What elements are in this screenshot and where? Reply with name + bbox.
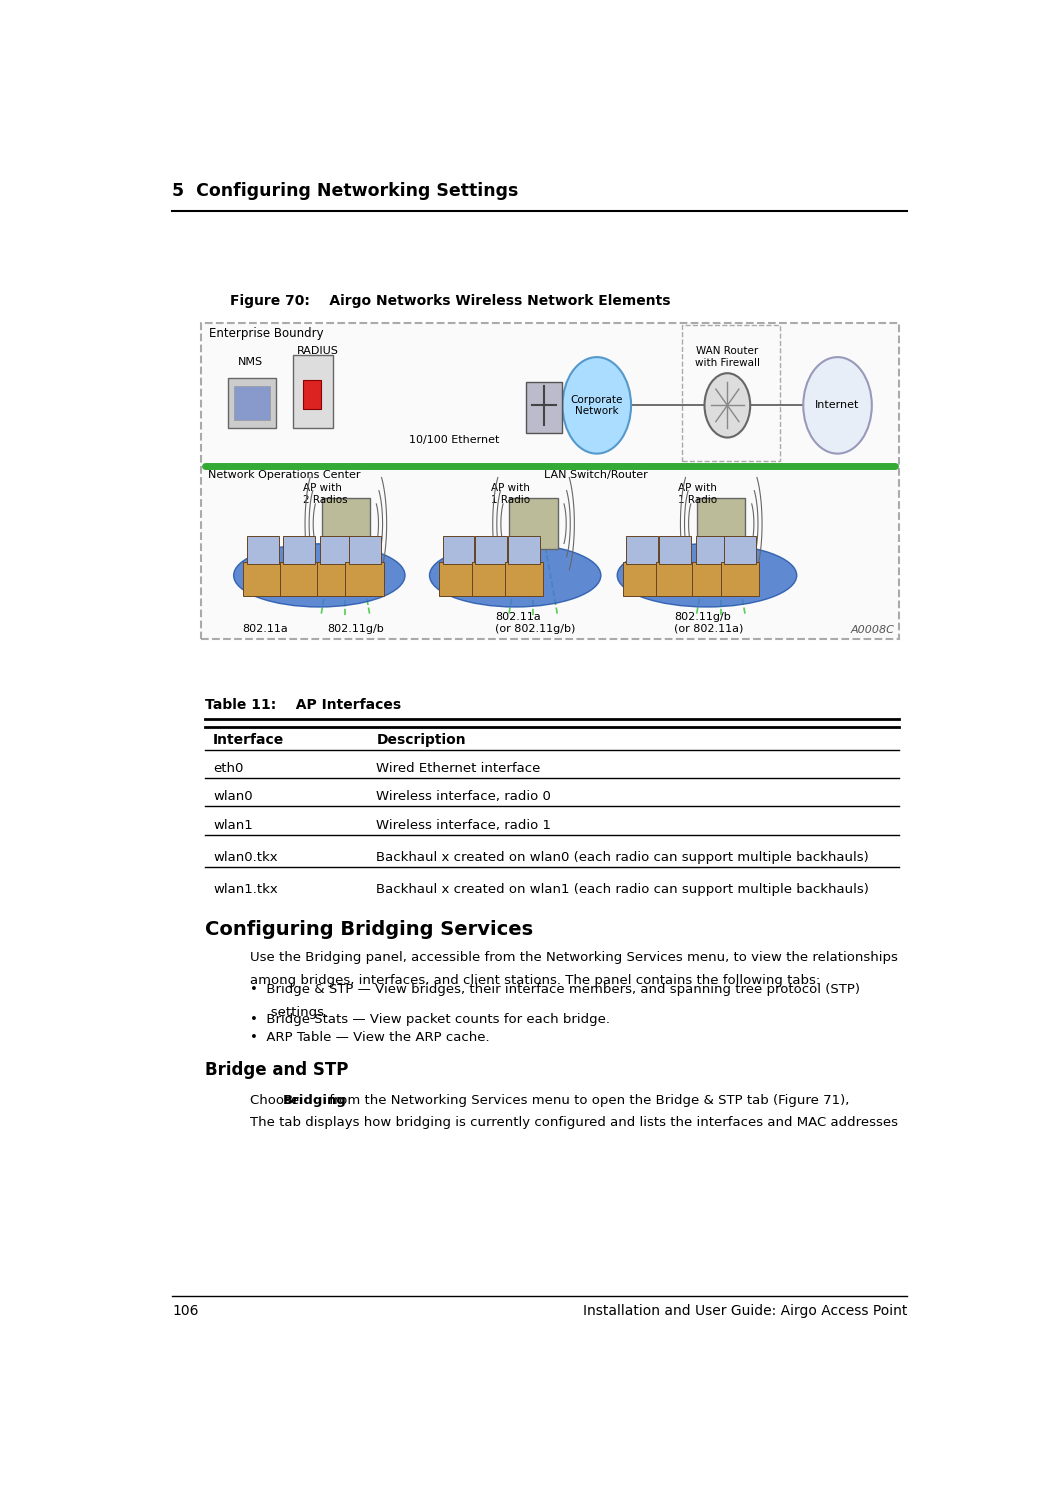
Circle shape (704, 373, 750, 437)
FancyBboxPatch shape (475, 536, 508, 564)
Text: AP with
1 Radio: AP with 1 Radio (491, 483, 530, 506)
FancyBboxPatch shape (656, 561, 694, 597)
Ellipse shape (617, 543, 797, 607)
Text: Wireless interface, radio 0: Wireless interface, radio 0 (377, 791, 552, 803)
FancyBboxPatch shape (201, 322, 899, 639)
Text: •  Bridge Stats — View packet counts for each bridge.: • Bridge Stats — View packet counts for … (250, 1013, 610, 1026)
FancyBboxPatch shape (692, 561, 731, 597)
FancyBboxPatch shape (696, 536, 728, 564)
Text: AP with
1 Radio: AP with 1 Radio (678, 483, 717, 506)
Text: Wired Ethernet interface: Wired Ethernet interface (377, 761, 541, 774)
Text: wlan0: wlan0 (213, 791, 253, 803)
Text: wlan0.tkx: wlan0.tkx (213, 850, 278, 864)
Text: Bridge and STP: Bridge and STP (205, 1061, 349, 1079)
FancyBboxPatch shape (627, 536, 658, 564)
FancyBboxPatch shape (508, 536, 540, 564)
FancyBboxPatch shape (234, 386, 271, 421)
Text: 10/100 Ethernet: 10/100 Ethernet (409, 436, 499, 445)
FancyBboxPatch shape (659, 536, 691, 564)
FancyBboxPatch shape (721, 561, 759, 597)
Text: Backhaul x created on wlan1 (each radio can support multiple backhauls): Backhaul x created on wlan1 (each radio … (377, 883, 870, 897)
Text: WAN Router
with Firewall: WAN Router with Firewall (695, 346, 760, 369)
Text: Description: Description (377, 733, 466, 747)
Text: among bridges, interfaces, and client stations. The panel contains the following: among bridges, interfaces, and client st… (250, 974, 820, 988)
Text: •  Bridge & STP — View bridges, their interface members, and spanning tree proto: • Bridge & STP — View bridges, their int… (250, 983, 860, 997)
Text: Network Operations Center: Network Operations Center (207, 470, 360, 480)
FancyBboxPatch shape (349, 536, 380, 564)
Text: settings.: settings. (258, 1006, 329, 1019)
FancyBboxPatch shape (322, 498, 370, 549)
Text: 802.11g/b: 802.11g/b (327, 624, 384, 634)
Text: Use the Bridging panel, accessible from the Networking Services menu, to view th: Use the Bridging panel, accessible from … (250, 950, 898, 964)
FancyBboxPatch shape (697, 498, 746, 549)
Text: Corporate
Network: Corporate Network (571, 394, 623, 416)
FancyBboxPatch shape (442, 536, 475, 564)
Text: eth0: eth0 (213, 761, 243, 774)
FancyBboxPatch shape (623, 561, 661, 597)
Text: 106: 106 (173, 1304, 199, 1317)
Text: Installation and User Guide: Airgo Access Point: Installation and User Guide: Airgo Acces… (582, 1304, 907, 1317)
FancyBboxPatch shape (345, 561, 383, 597)
Text: Configuring Bridging Services: Configuring Bridging Services (205, 921, 533, 938)
Text: Internet: Internet (815, 400, 859, 410)
Text: Table 11:    AP Interfaces: Table 11: AP Interfaces (205, 698, 401, 712)
FancyBboxPatch shape (246, 536, 278, 564)
Text: from the Networking Services menu to open the Bridge & STP tab (Figure 71),: from the Networking Services menu to ope… (325, 1094, 850, 1107)
FancyBboxPatch shape (504, 561, 543, 597)
FancyBboxPatch shape (724, 536, 756, 564)
FancyBboxPatch shape (510, 498, 558, 549)
Text: wlan1: wlan1 (213, 819, 253, 833)
FancyBboxPatch shape (303, 380, 321, 409)
Text: 802.11g/b
(or 802.11a): 802.11g/b (or 802.11a) (674, 612, 743, 634)
Text: A0008C: A0008C (851, 625, 895, 636)
FancyBboxPatch shape (439, 561, 478, 597)
Ellipse shape (234, 543, 405, 607)
Text: Interface: Interface (213, 733, 284, 747)
FancyBboxPatch shape (317, 561, 355, 597)
Text: LAN Switch/Router: LAN Switch/Router (543, 470, 648, 480)
FancyBboxPatch shape (243, 561, 282, 597)
Text: Enterprise Boundry: Enterprise Boundry (210, 327, 323, 340)
Text: 5  Configuring Networking Settings: 5 Configuring Networking Settings (173, 182, 519, 200)
Text: Figure 70:    Airgo Networks Wireless Network Elements: Figure 70: Airgo Networks Wireless Netwo… (230, 294, 670, 307)
Text: 802.11a
(or 802.11g/b): 802.11a (or 802.11g/b) (495, 612, 575, 634)
Ellipse shape (430, 543, 601, 607)
Text: The tab displays how bridging is currently configured and lists the interfaces a: The tab displays how bridging is current… (250, 1116, 898, 1129)
Text: NMS: NMS (238, 357, 263, 367)
FancyBboxPatch shape (472, 561, 511, 597)
FancyBboxPatch shape (283, 536, 315, 564)
Circle shape (803, 357, 872, 454)
FancyBboxPatch shape (293, 355, 333, 428)
Text: •  ARP Table — View the ARP cache.: • ARP Table — View the ARP cache. (250, 1031, 490, 1044)
FancyBboxPatch shape (525, 382, 561, 433)
Text: 802.11a: 802.11a (242, 624, 287, 634)
Text: RADIUS: RADIUS (297, 346, 339, 355)
Text: Choose: Choose (250, 1094, 303, 1107)
FancyBboxPatch shape (320, 536, 352, 564)
Circle shape (562, 357, 631, 454)
FancyBboxPatch shape (280, 561, 318, 597)
FancyBboxPatch shape (227, 377, 276, 428)
Text: Wireless interface, radio 1: Wireless interface, radio 1 (377, 819, 552, 833)
Text: Bridging: Bridging (282, 1094, 346, 1107)
Text: AP with
2 Radios: AP with 2 Radios (303, 483, 347, 506)
Text: wlan1.tkx: wlan1.tkx (213, 883, 278, 897)
Text: Backhaul x created on wlan0 (each radio can support multiple backhauls): Backhaul x created on wlan0 (each radio … (377, 850, 869, 864)
